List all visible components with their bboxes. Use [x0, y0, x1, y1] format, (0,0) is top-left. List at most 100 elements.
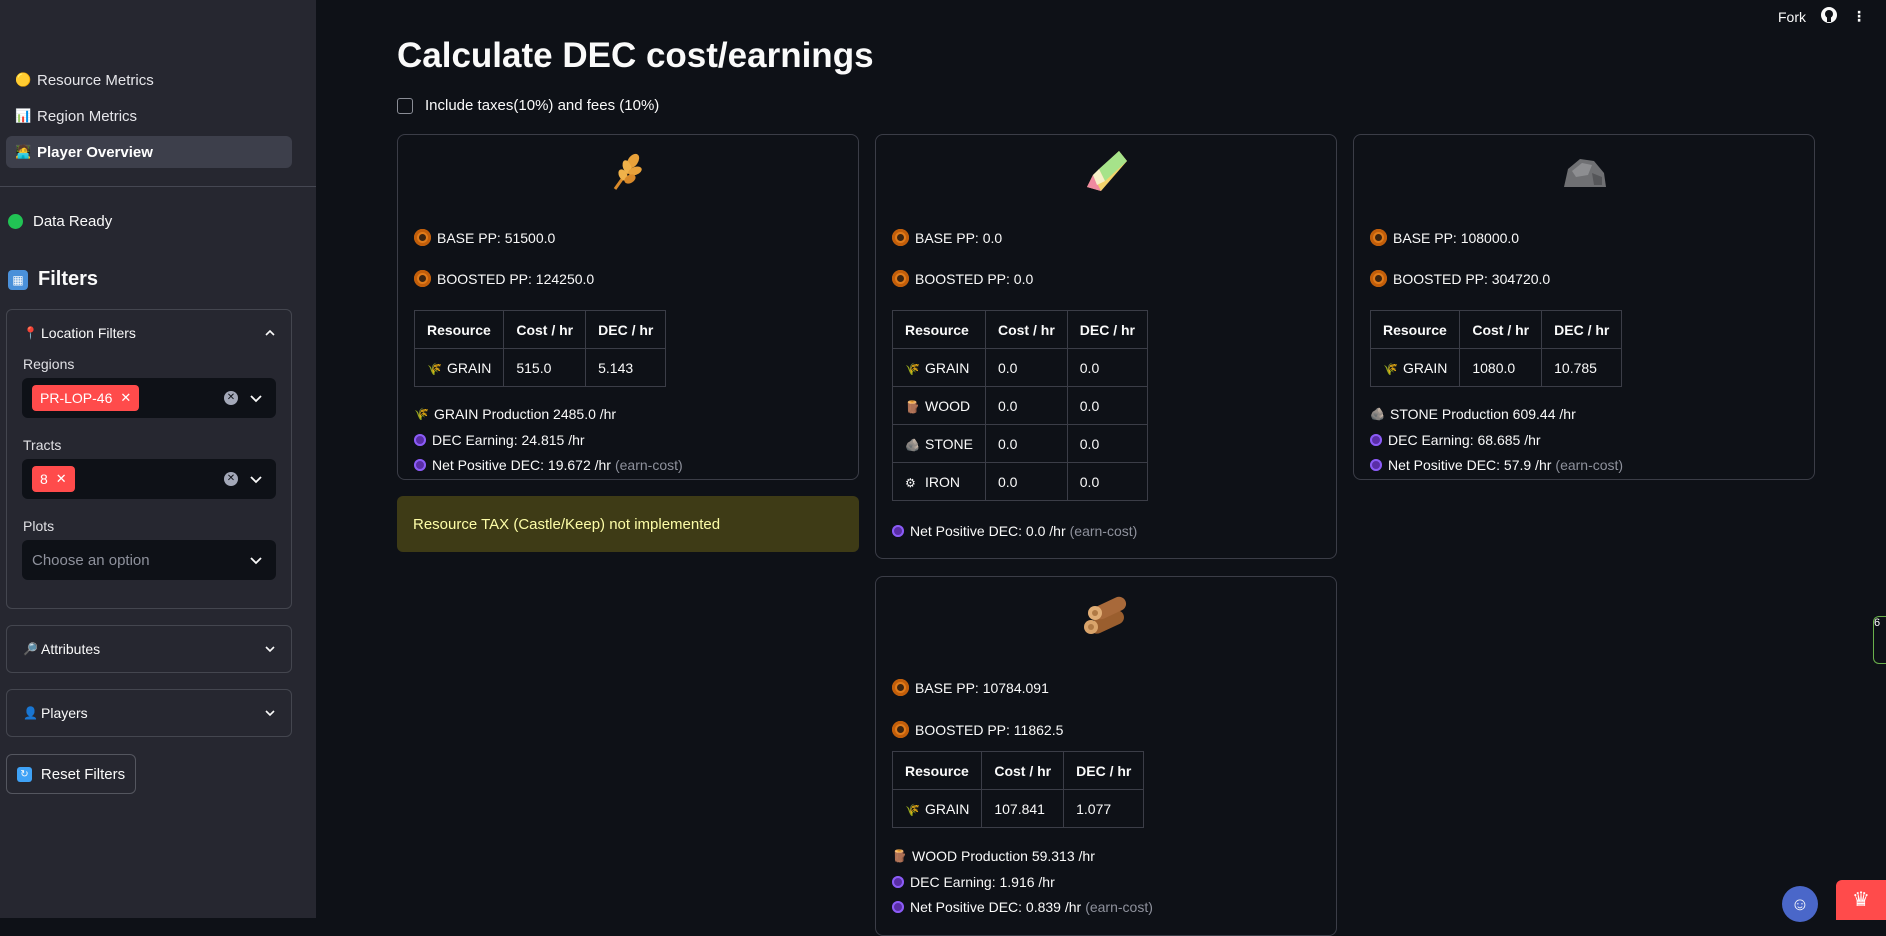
chevron-down-icon[interactable]: [250, 474, 262, 484]
regions-select[interactable]: PR-LOP-46 ✕ ✕: [22, 378, 276, 418]
stone-card: BASE PP: 108000.0 BOOSTED PP: 304720.0 R…: [1353, 134, 1815, 480]
grain-resource-table: Resource Cost / hr DEC / hr 🌾 GRAIN 515.0…: [413, 310, 667, 387]
taxes-checkbox-label: Include taxes(10%) and fees (10%): [425, 97, 660, 114]
players-title: Players: [41, 705, 88, 721]
net-positive-text: Net Positive DEC: 0.839 /hr: [910, 899, 1082, 915]
cell-resource: 🌾 GRAIN: [413, 348, 505, 387]
taxes-checkbox-row[interactable]: Include taxes(10%) and fees (10%): [397, 97, 659, 114]
production-text: STONE Production 609.44 /hr: [1390, 406, 1576, 422]
chevron-down-icon[interactable]: [265, 708, 275, 718]
assistant-icon[interactable]: ☺: [1782, 886, 1818, 922]
dec-earning-line: DEC Earning: 24.815 /hr: [414, 432, 585, 448]
regions-label: Regions: [23, 356, 75, 372]
reset-filters-label: Reset Filters: [40, 765, 126, 783]
research-resource-table: Resource Cost / hr DEC / hr 🌾 GRAIN 0.0 0…: [892, 310, 1149, 501]
stone-icon: 🪨: [905, 437, 920, 452]
production-line: 🪵 WOOD Production 59.313 /hr: [892, 848, 1095, 864]
base-pp-line: BASE PP: 51500.0: [414, 229, 555, 246]
cell-resource: 🪵 WOOD: [892, 386, 986, 425]
net-positive-text: Net Positive DEC: 0.0 /hr: [910, 523, 1066, 539]
grain-icon: 🌾: [1383, 361, 1398, 376]
earn-cost-note: (earn-cost): [614, 457, 683, 473]
chevron-down-icon[interactable]: [250, 393, 262, 403]
remove-tag-icon[interactable]: ✕: [120, 390, 132, 405]
chevron-up-icon[interactable]: [265, 328, 275, 338]
fork-link[interactable]: Fork: [1778, 8, 1806, 25]
dec-earning-text: DEC Earning: 24.815 /hr: [432, 432, 585, 448]
boosted-pp-line: BOOSTED PP: 124250.0: [414, 270, 594, 287]
net-positive-line: Net Positive DEC: 0.839 /hr (earn-cost): [892, 899, 1153, 915]
table-header-row: Resource Cost / hr DEC / hr: [1369, 310, 1623, 349]
clear-icon[interactable]: ✕: [224, 472, 238, 486]
dec-token-icon: [892, 901, 904, 913]
github-icon[interactable]: [1820, 6, 1838, 27]
reset-filters-button[interactable]: ↻ Reset Filters: [6, 754, 136, 794]
players-expander: 👤 Players: [6, 689, 292, 737]
net-positive-line: Net Positive DEC: 0.0 /hr (earn-cost): [892, 523, 1137, 539]
cell-dec: 0.0: [1066, 348, 1149, 387]
tracts-select[interactable]: 8 ✕ ✕: [22, 459, 276, 499]
remove-tag-icon[interactable]: ✕: [55, 471, 67, 486]
grain-icon: 🌾: [905, 361, 920, 376]
pp-gear-icon: [892, 270, 909, 287]
resource-name: STONE: [925, 435, 973, 452]
attributes-header[interactable]: 🔎 Attributes: [7, 626, 291, 672]
grain-icon: [613, 153, 642, 190]
pp-gear-icon: [892, 679, 909, 696]
research-card: BASE PP: 0.0 BOOSTED PP: 0.0 Resource Co…: [875, 134, 1337, 559]
plots-select[interactable]: Choose an option: [22, 540, 276, 580]
streamlit-crown-icon[interactable]: ♛: [1836, 880, 1886, 920]
refresh-icon: ↻: [16, 766, 32, 782]
players-header[interactable]: 👤 Players: [7, 690, 291, 736]
dec-token-icon: [414, 459, 426, 471]
location-filters-header[interactable]: 📍 Location Filters: [7, 310, 291, 356]
base-pp: BASE PP: 108000.0: [1393, 229, 1520, 246]
nav-item-label: Resource Metrics: [37, 71, 154, 89]
cell-dec: 1.077: [1063, 789, 1145, 828]
nav-item-region-metrics[interactable]: 📊 Region Metrics: [6, 100, 292, 132]
nav-item-resource-metrics[interactable]: 🟡 Resource Metrics: [6, 64, 292, 96]
dec-earning-line: DEC Earning: 1.916 /hr: [892, 874, 1055, 890]
cell-cost: 0.0: [984, 348, 1068, 387]
table-header-row: Resource Cost / hr DEC / hr: [892, 310, 1149, 349]
chevron-down-icon[interactable]: [250, 555, 262, 565]
boosted-pp-line: BOOSTED PP: 0.0: [892, 270, 1033, 287]
dec-token-icon: [1370, 459, 1382, 471]
side-badge[interactable]: 6: [1873, 616, 1886, 664]
resource-name: GRAIN: [447, 359, 492, 376]
table-row: 🪨 STONE 0.0 0.0: [892, 424, 1149, 463]
table-row: 🌾 GRAIN 1080.0 10.785: [1369, 348, 1623, 387]
more-vertical-icon[interactable]: ⋮: [1852, 8, 1866, 24]
nav-item-label: Player Overview: [37, 143, 153, 161]
person-icon: 👤: [23, 706, 38, 720]
chevron-down-icon[interactable]: [265, 644, 275, 654]
player-icon: 🧑‍💻: [15, 144, 32, 159]
cell-resource: ⚙ IRON: [892, 462, 986, 501]
stone-icon: 🪨: [1370, 407, 1385, 421]
stone-icon: [1564, 159, 1606, 187]
pp-gear-icon: [1370, 229, 1387, 246]
research-crystal-icon: [1087, 151, 1127, 191]
header-cost: Cost / hr: [1459, 310, 1543, 349]
boosted-pp: BOOSTED PP: 124250.0: [437, 270, 595, 287]
header-resource: Resource: [891, 751, 983, 790]
wood-resource-table: Resource Cost / hr DEC / hr 🌾 GRAIN 107.8…: [891, 751, 1145, 828]
base-pp-line: BASE PP: 108000.0: [1370, 229, 1519, 246]
cell-cost: 0.0: [984, 424, 1068, 463]
header-cost: Cost / hr: [984, 310, 1068, 349]
nav-item-player-overview[interactable]: 🧑‍💻 Player Overview: [6, 136, 292, 168]
location-filters-expander: 📍 Location Filters Regions PR-LOP-46 ✕ ✕…: [6, 309, 292, 609]
attributes-title: Attributes: [41, 641, 101, 657]
header-dec: DEC / hr: [585, 310, 667, 349]
cell-cost: 515.0: [503, 348, 587, 387]
pp-gear-icon: [414, 229, 431, 246]
clear-icon[interactable]: ✕: [224, 391, 238, 405]
pin-icon: 📍: [23, 326, 38, 340]
taxes-checkbox[interactable]: [397, 97, 413, 114]
region-tag: PR-LOP-46 ✕: [32, 385, 140, 411]
grain-icon: 🌾: [905, 802, 920, 817]
boosted-pp: BOOSTED PP: 304720.0: [1393, 270, 1551, 287]
net-positive-text: Net Positive DEC: 19.672 /hr: [432, 457, 611, 473]
stone-resource-table: Resource Cost / hr DEC / hr 🌾 GRAIN 1080.…: [1369, 310, 1623, 387]
plots-label: Plots: [23, 518, 55, 534]
